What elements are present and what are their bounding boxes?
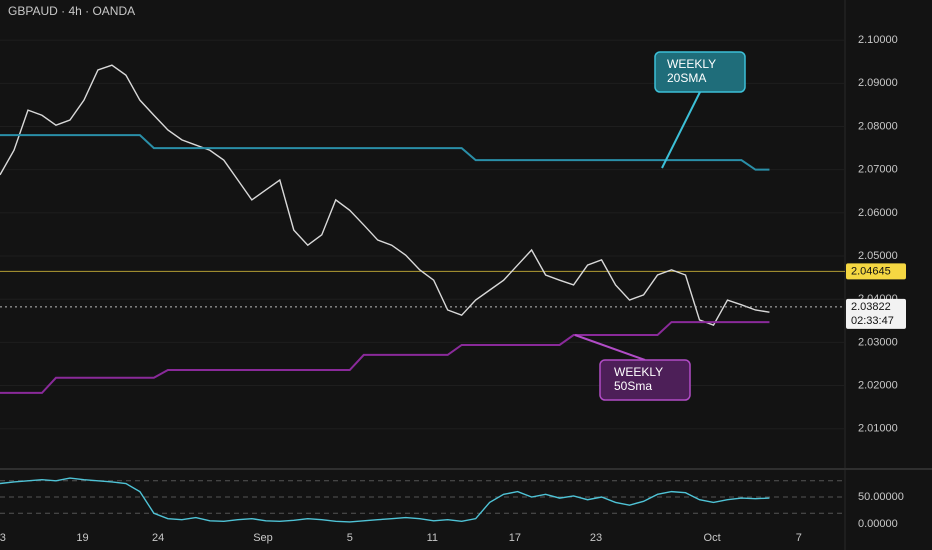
y-tick-label: 2.07000 — [858, 164, 898, 176]
chart-title: GBPAUD · 4h · OANDA — [8, 4, 135, 18]
y-tick-label: 0.00000 — [858, 518, 898, 530]
series-line — [0, 64, 770, 326]
x-tick-label: Sep — [253, 532, 273, 544]
last-price-label: 2.03822 — [851, 301, 891, 313]
callout-text: WEEKLY — [614, 365, 663, 379]
x-tick-label: 19 — [76, 532, 88, 544]
y-tick-label: 2.03000 — [858, 336, 898, 348]
countdown: 02:33:47 — [851, 315, 894, 327]
y-tick-label: 2.05000 — [858, 250, 898, 262]
y-tick-label: 2.02000 — [858, 379, 898, 391]
y-tick-label: 2.09000 — [858, 77, 898, 89]
x-tick-label: 17 — [509, 532, 521, 544]
x-tick-label: 23 — [590, 532, 602, 544]
y-tick-label: 2.10000 — [858, 34, 898, 46]
callout-box — [654, 51, 746, 93]
y-tick-label: 2.06000 — [858, 207, 898, 219]
price-label-box — [846, 263, 906, 280]
last-price-box — [846, 298, 906, 329]
x-tick-label: 11 — [427, 532, 438, 544]
callout-pointer — [574, 334, 646, 361]
y-tick-label: 2.01000 — [858, 423, 898, 435]
x-tick-label: 3 — [0, 532, 6, 544]
series-line — [0, 477, 770, 523]
x-tick-label: 24 — [152, 532, 164, 544]
callout-text: 20SMA — [667, 71, 706, 85]
x-tick-label: 7 — [796, 532, 802, 544]
callout-text: 50Sma — [614, 379, 652, 393]
callout-pointer — [661, 91, 701, 169]
series-line — [0, 134, 770, 171]
y-tick-label: 2.08000 — [858, 120, 898, 132]
callout-box — [599, 359, 691, 401]
price-label: 2.04645 — [851, 265, 891, 277]
x-tick-label: Oct — [704, 532, 721, 544]
y-tick-label: 50.00000 — [858, 491, 904, 503]
callout-text: WEEKLY — [667, 57, 716, 71]
series-line — [0, 321, 770, 394]
x-tick-label: 5 — [347, 532, 353, 544]
